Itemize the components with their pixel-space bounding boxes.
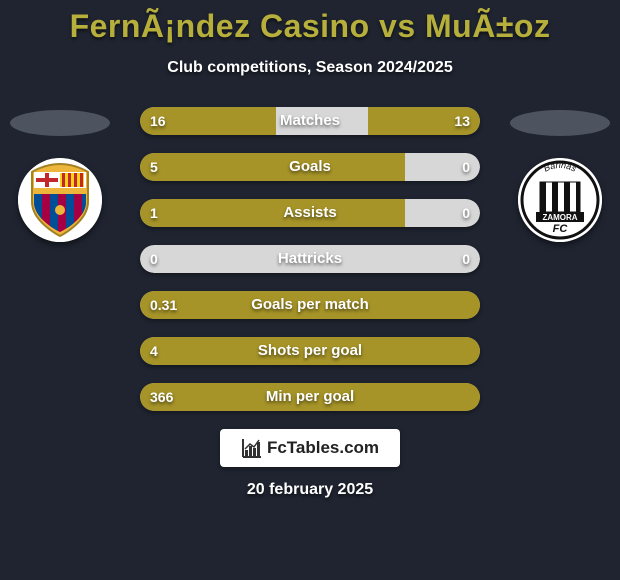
bar-row: Matches16 13 xyxy=(140,107,480,135)
page-title: FernÃ¡ndez Casino vs MuÃ±oz xyxy=(0,0,620,45)
bar-left-value: 366 xyxy=(140,383,183,411)
club-left-badge xyxy=(18,158,102,242)
club-left xyxy=(10,110,110,242)
bar-row: Hattricks0 0 xyxy=(140,245,480,273)
bar-left-value: 0 xyxy=(140,245,168,273)
bar-right-value: 0 xyxy=(452,199,480,227)
bar-right-value: 0 xyxy=(452,245,480,273)
fctables-logo[interactable]: FcTables.com xyxy=(220,429,400,467)
bar-right-value: 0 xyxy=(452,153,480,181)
bar-right-value xyxy=(460,291,480,319)
bar-label: Goals per match xyxy=(140,291,480,319)
zamora-crest-icon: Barinas ZAMORA FC xyxy=(518,158,602,242)
fcb-crest-icon xyxy=(18,158,102,242)
bar-row: Shots per goal4 xyxy=(140,337,480,365)
club-right-shadow xyxy=(510,110,610,136)
club-right-badge: Barinas ZAMORA FC xyxy=(518,158,602,242)
page-subtitle: Club competitions, Season 2024/2025 xyxy=(0,59,620,77)
bar-left-value: 4 xyxy=(140,337,168,365)
bar-label: Min per goal xyxy=(140,383,480,411)
bar-label: Matches xyxy=(140,107,480,135)
svg-text:ZAMORA: ZAMORA xyxy=(542,213,577,222)
bar-row: Assists1 0 xyxy=(140,199,480,227)
svg-text:FC: FC xyxy=(553,223,569,235)
bar-left-value: 5 xyxy=(140,153,168,181)
club-right: Barinas ZAMORA FC xyxy=(510,110,610,242)
bar-row: Goals5 0 xyxy=(140,153,480,181)
bar-row: Goals per match0.31 xyxy=(140,291,480,319)
comparison-bars: Matches1613Goals50Assists10Hattricks00Go… xyxy=(140,107,480,411)
bar-label: Shots per goal xyxy=(140,337,480,365)
bar-label: Goals xyxy=(140,153,480,181)
bar-left-value: 0.31 xyxy=(140,291,187,319)
bar-right-value xyxy=(460,383,480,411)
fctables-text: FcTables.com xyxy=(267,438,379,458)
page-date: 20 february 2025 xyxy=(0,481,620,499)
club-left-shadow xyxy=(10,110,110,136)
bar-label: Hattricks xyxy=(140,245,480,273)
content: FernÃ¡ndez Casino vs MuÃ±oz Club competi… xyxy=(0,0,620,580)
bar-row: Min per goal366 xyxy=(140,383,480,411)
bar-right-value: 13 xyxy=(444,107,480,135)
bar-right-value xyxy=(460,337,480,365)
bar-left-value: 1 xyxy=(140,199,168,227)
fctables-icon xyxy=(241,437,263,459)
bar-left-value: 16 xyxy=(140,107,176,135)
bar-label: Assists xyxy=(140,199,480,227)
